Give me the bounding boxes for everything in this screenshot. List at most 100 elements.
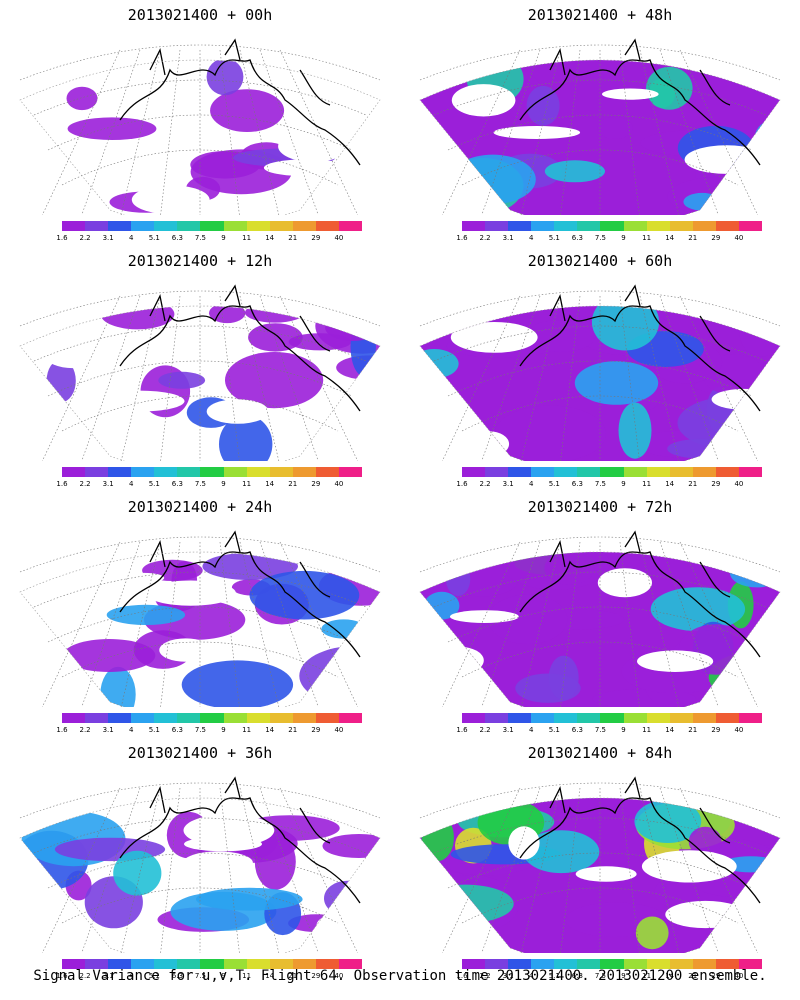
colorbar-label: 14 [665,726,675,734]
colorbar-label: 5.1 [548,480,560,488]
colorbar-segment [669,959,694,969]
no-data-region [451,84,516,117]
colorbar: 1.6 2.2 3.1 4 5.1 6.3 7.5 9 11 14 21 29 40 [56,713,363,734]
colorbar-segment [246,221,271,231]
colorbar-segment [531,221,555,231]
colorbar-segment [531,467,555,477]
variance-contour [325,314,380,341]
variance-contour [646,66,693,110]
variance-contour [635,916,669,950]
colorbar-label: 2.2 [479,972,491,980]
colorbar-segment [177,959,201,969]
panel-title: 2013021400 + 12h [127,252,273,270]
variance-contour [421,813,454,862]
variance-contour [515,673,581,703]
variance-contour [712,552,780,579]
colorbar-segment [315,221,340,231]
coastline [119,530,361,658]
variance-contour [754,121,780,159]
no-data-region [183,851,253,875]
colorbar-segment [531,713,555,723]
no-data-region [450,322,538,353]
variance-contour [488,594,568,644]
colorbar-label: 9 [221,972,226,980]
colorbar-segment [692,959,717,969]
no-data-region [159,638,213,662]
colorbar-segment [85,221,109,231]
colorbar-label: 9 [621,234,626,242]
colorbar-segment [200,713,225,723]
colorbar-segment [223,713,248,723]
colorbar-label: 14 [265,480,275,488]
colorbar-segment [646,959,671,969]
colorbar-segment [715,959,740,969]
map-outline [19,59,381,215]
colorbar-segment [508,221,532,231]
no-data-region [145,580,236,606]
panel-title: 2013021400 + 48h [527,6,673,24]
colorbar-label: 5.1 [148,972,160,980]
variance-contour [196,887,303,911]
no-data-region [241,633,276,658]
colorbar-segment [315,713,340,723]
variance-contour [20,146,72,206]
colorbar-segment [246,959,271,969]
colorbar-segment [715,221,740,231]
colorbar-label: 40 [734,480,744,488]
colorbar-segment [485,467,509,477]
colorbar-segment [577,221,601,231]
colorbar-label: 6.3 [571,726,583,734]
colorbar-segment [669,467,694,477]
variance-contour [67,117,157,140]
variance-contour [249,570,360,620]
no-data-region [94,390,185,412]
colorbar-label: 6.3 [571,234,583,242]
map-outline [419,59,781,215]
colorbar-label: 9 [221,234,226,242]
colorbar-segment [646,467,671,477]
colorbar-label: 9 [221,726,226,734]
graticule [19,44,381,215]
colorbar-label: 21 [688,972,698,980]
colorbar-segment [623,221,648,231]
colorbar-segment [62,221,86,231]
no-data-region [602,88,659,100]
no-data-region [423,427,461,447]
colorbar-label: 29 [711,726,721,734]
coastline [119,38,361,166]
colorbar-segment [462,221,486,231]
variance-contour [307,196,380,214]
colorbar-segment [177,221,201,231]
colorbar-segment [292,467,317,477]
colorbar: 1.6 2.2 3.1 4 5.1 6.3 7.5 9 11 14 21 29 40 [456,713,763,734]
variance-contour [311,60,380,80]
colorbar-label: 14 [265,972,275,980]
map-panel: 2013021400 + 12h 1.6 2.2 3.1 4 5.1 6.3 7.5 9 11 14… [0,246,400,492]
colorbar-label: 5.1 [148,234,160,242]
colorbar-label: 4 [128,726,134,734]
variance-contour [438,165,467,184]
colorbar-segment [485,221,509,231]
colorbar-label: 1.6 [56,480,68,488]
colorbar-label: 5.1 [548,972,560,980]
colorbar-segment [269,959,294,969]
variance-contour [449,154,536,205]
colorbar-segment [577,959,601,969]
no-data-region [316,911,380,939]
variance-contour [526,85,560,126]
colorbar-label: 11 [642,972,652,980]
colorbar-segment [669,221,694,231]
coastline [519,38,761,166]
colorbar-segment [131,959,155,969]
map-outline [419,305,781,461]
variance-contour [544,160,605,183]
panel-title: 2013021400 + 24h [127,498,273,516]
colorbar-segment [292,713,317,723]
colorbar-label: 40 [734,234,744,242]
colorbar-label: 6.3 [171,234,183,242]
variance-contour [597,116,633,139]
colorbar-segment [338,467,363,477]
colorbar-segment [292,221,317,231]
variance-contour [618,402,652,459]
colorbar-segment [315,959,340,969]
